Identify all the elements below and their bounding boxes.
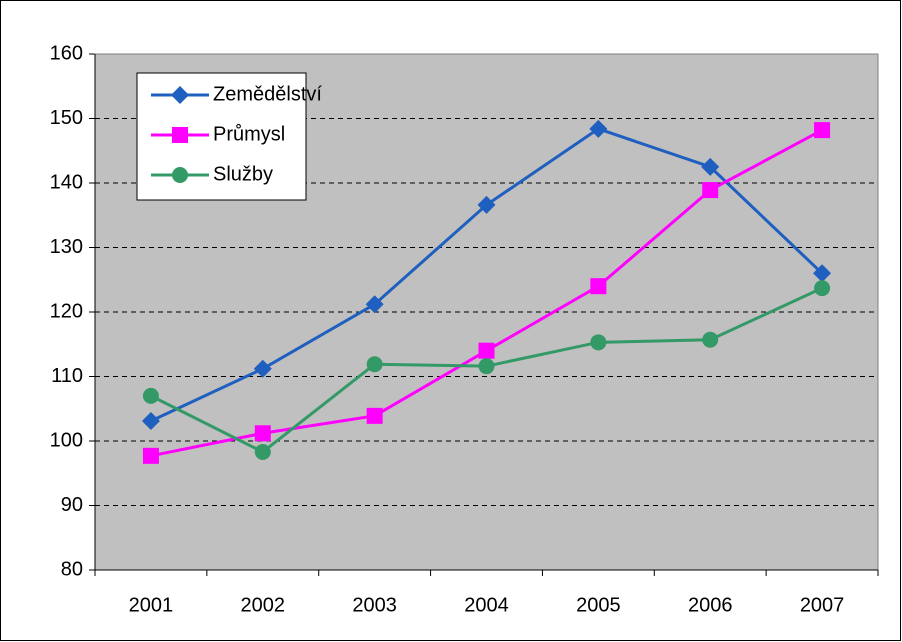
marker [590,278,607,295]
marker [814,280,831,297]
marker [814,122,831,139]
marker [701,157,720,176]
x-tick-label: 2007 [800,594,845,616]
x-tick-label: 2003 [352,594,397,616]
marker [478,342,495,359]
legend-label: Zemědělství [213,83,322,105]
marker [702,331,719,348]
marker [477,195,496,214]
y-tick-label: 150 [50,107,83,129]
marker [172,167,188,183]
y-tick-label: 110 [51,365,83,387]
marker [142,447,159,464]
y-tick-label: 130 [50,236,83,258]
marker [254,425,271,442]
x-tick-label: 2002 [241,594,286,616]
marker [141,412,160,431]
marker [172,127,188,143]
marker [813,264,832,283]
y-tick-label: 120 [50,300,83,322]
legend-label: Služby [213,163,273,185]
marker [253,359,272,378]
y-tick-label: 80 [61,558,83,580]
marker [171,86,189,104]
y-tick-label: 100 [50,429,83,451]
legend-label: Průmysl [213,123,285,145]
marker [142,387,159,404]
marker [478,358,495,375]
x-tick-label: 2004 [464,594,509,616]
y-tick-label: 140 [50,171,83,193]
x-tick-label: 2001 [129,594,174,616]
legend: Zemědělství Průmysl Služby [136,72,322,201]
marker [702,182,719,199]
x-tick-label: 2006 [688,594,733,616]
marker [254,443,271,460]
y-tick-label: 160 [50,42,83,64]
marker [366,356,383,373]
marker [589,119,608,138]
marker [366,407,383,424]
marker [590,334,607,351]
marker [365,295,384,314]
x-tick-label: 2005 [576,594,621,616]
y-tick-label: 90 [61,494,83,516]
